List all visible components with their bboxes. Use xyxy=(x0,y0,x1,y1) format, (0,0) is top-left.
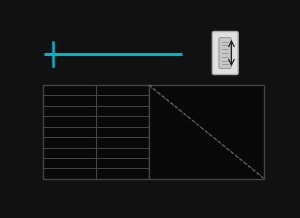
FancyBboxPatch shape xyxy=(219,37,231,68)
Bar xyxy=(149,85,264,179)
Bar xyxy=(43,85,149,179)
FancyBboxPatch shape xyxy=(212,32,238,75)
